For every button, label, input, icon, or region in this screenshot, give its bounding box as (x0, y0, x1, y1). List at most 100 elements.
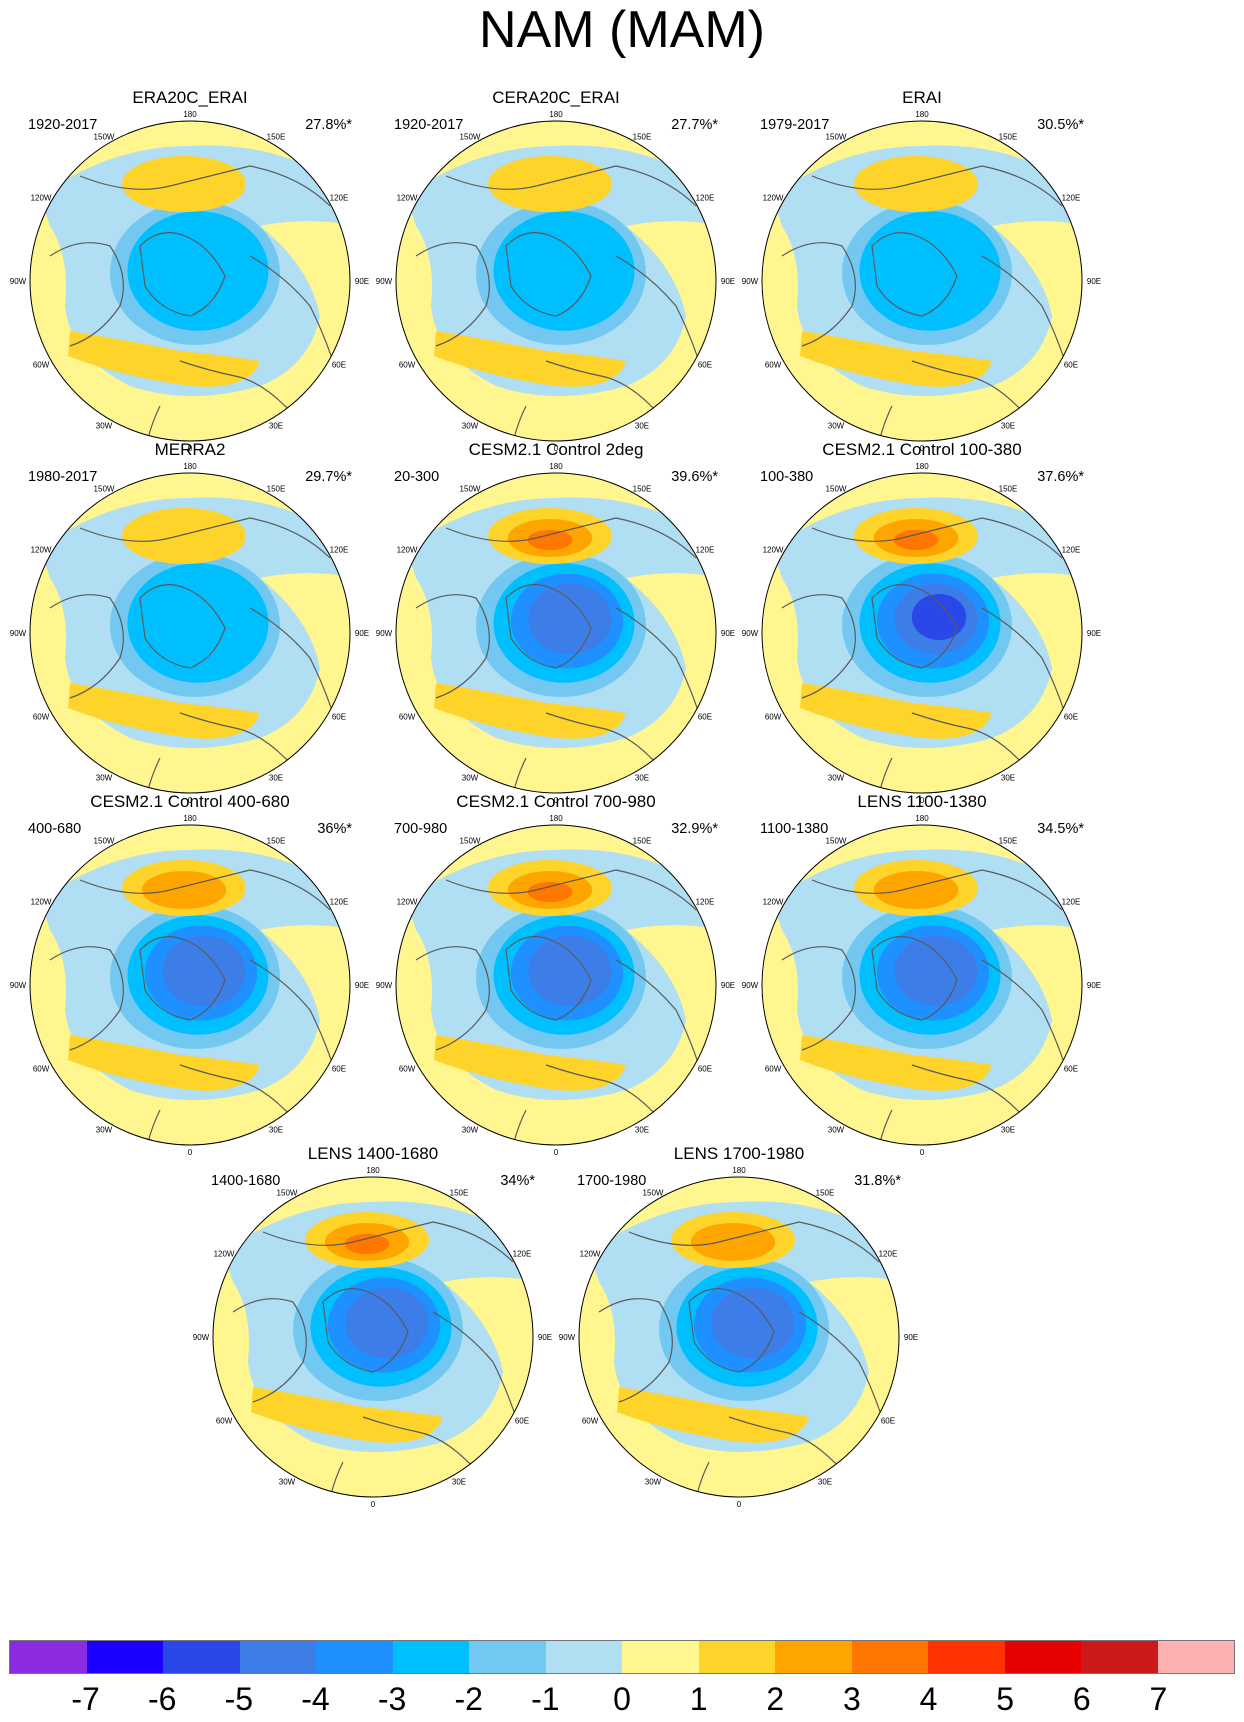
longitude-label: 60E (332, 1065, 346, 1074)
longitude-label: 30W (828, 1126, 845, 1135)
coastline (79, 517, 331, 559)
longitude-label: 0 (371, 1500, 376, 1507)
longitude-label: 150E (999, 132, 1018, 141)
positive-anomaly-atlantic (800, 683, 992, 739)
panel-variance-explained: 29.7%* (305, 469, 352, 485)
longitude-label: 90E (721, 981, 735, 990)
longitude-label: 90W (376, 629, 393, 638)
longitude-label: 150E (450, 1188, 469, 1197)
longitude-label: 120E (330, 194, 349, 203)
longitude-label: 30E (1001, 422, 1015, 431)
coastline (871, 936, 958, 1021)
map-boundary (395, 120, 717, 442)
panel-period: 1979-2017 (760, 117, 830, 133)
longitude-label: 150E (999, 836, 1018, 845)
negative-anomaly-contour (528, 935, 612, 1007)
negative-anomaly-contour (162, 935, 246, 1007)
longitude-label: 60W (33, 361, 50, 370)
longitude-label: 60E (698, 713, 712, 722)
map-boundary (578, 1176, 900, 1498)
coastline (415, 594, 490, 699)
coastline (322, 1288, 409, 1373)
map-panel: ERA20C_ERAI 1920-2017 27.8%* 180 150E 120E 90E… (10, 88, 370, 451)
longitude-label: 60E (332, 713, 346, 722)
colorbar-label: 0 (613, 1681, 631, 1717)
negative-anomaly-contour (528, 583, 612, 655)
longitude-label: 150W (277, 1188, 298, 1197)
colorbar-label: 6 (1072, 1681, 1091, 1717)
longitude-label: 60E (1064, 713, 1078, 722)
longitude-label: 120E (696, 194, 715, 203)
longitude-label: 150E (267, 132, 286, 141)
panel-variance-explained: 37.6%* (1037, 469, 1084, 485)
longitude-label: 30E (635, 422, 649, 431)
map-boundary (29, 824, 351, 1146)
positive-anomaly-pacific (873, 870, 959, 910)
map-panel: LENS 1700-1980 1700-1980 31.8%* 180 150E 120E… (559, 1144, 919, 1507)
polar-map: 180 150E 120E 90E 60E 30E 0 30W 60W 90W 120W 150W (559, 1166, 918, 1507)
panel-period: 1100-1380 (760, 821, 829, 837)
longitude-label: 60E (698, 361, 712, 370)
longitude-label: 180 (183, 462, 197, 471)
colorbar-box (163, 1641, 240, 1673)
longitude-label: 180 (549, 814, 563, 823)
colorbar-label: -6 (148, 1681, 177, 1717)
map-panel: ERAI 1979-2017 30.5%* 180 150E 120E 90E 60E 30E 0… (742, 88, 1102, 451)
longitude-label: 120W (397, 194, 418, 203)
colorbar-box (469, 1641, 546, 1673)
coastline (811, 869, 1063, 911)
coastline (445, 517, 697, 559)
colorbar-box (316, 1641, 393, 1673)
coastline (510, 757, 527, 793)
longitude-label: 60W (765, 1065, 782, 1074)
colorbar-label: -5 (224, 1681, 254, 1717)
panel-variance-explained: 36%* (317, 821, 352, 837)
polar-map: 180 150E 120E 90E 60E 30E 0 30W 60W 90W 120W 150W (376, 462, 735, 803)
panel-title: MERRA2 (154, 440, 226, 459)
panel-title: ERAI (902, 88, 942, 107)
panel-variance-explained: 39.6%* (671, 469, 718, 485)
longitude-label: 120E (330, 546, 349, 555)
longitude-label: 90W (742, 277, 759, 286)
coastline (139, 232, 226, 317)
negative-anomaly-contour (127, 211, 269, 331)
longitude-label: 150E (267, 836, 286, 845)
longitude-label: 90W (742, 981, 759, 990)
longitude-label: 150W (94, 836, 115, 845)
longitude-label: 0 (554, 444, 559, 451)
longitude-label: 30W (96, 1126, 113, 1135)
longitude-label: 150W (826, 836, 847, 845)
longitude-label: 150W (94, 484, 115, 493)
coastline (415, 242, 490, 347)
positive-anomaly-pacific (141, 870, 227, 910)
longitude-label: 30E (269, 774, 283, 783)
longitude-label: 120W (397, 546, 418, 555)
longitude-label: 120W (580, 1250, 601, 1259)
longitude-label: 120E (696, 546, 715, 555)
longitude-label: 90E (721, 277, 735, 286)
panel-period: 1920-2017 (28, 117, 98, 133)
positive-anomaly-atlantic (434, 331, 626, 387)
longitude-label: 90W (10, 277, 27, 286)
coastline (781, 242, 856, 347)
positive-anomaly-atlantic (617, 1387, 809, 1443)
coastline (262, 1221, 514, 1263)
coastline (232, 1298, 307, 1403)
colorbar-box (1081, 1641, 1158, 1673)
longitude-label: 90E (355, 277, 369, 286)
positive-anomaly-atlantic (68, 1035, 260, 1091)
longitude-label: 60E (515, 1417, 529, 1426)
panel-period: 1700-1980 (577, 1173, 647, 1189)
panel-period: 1920-2017 (394, 117, 464, 133)
longitude-label: 0 (554, 1148, 559, 1155)
map-boundary (761, 472, 1083, 794)
longitude-label: 150W (826, 484, 847, 493)
panel-title: LENS 1400-1680 (307, 1144, 439, 1163)
longitude-label: 150W (826, 132, 847, 141)
longitude-label: 0 (737, 1500, 742, 1507)
longitude-label: 180 (183, 110, 197, 119)
colorbar-box (698, 1641, 775, 1673)
longitude-label: 90W (376, 277, 393, 286)
positive-anomaly-pacific (122, 508, 246, 564)
map-boundary (29, 120, 351, 442)
